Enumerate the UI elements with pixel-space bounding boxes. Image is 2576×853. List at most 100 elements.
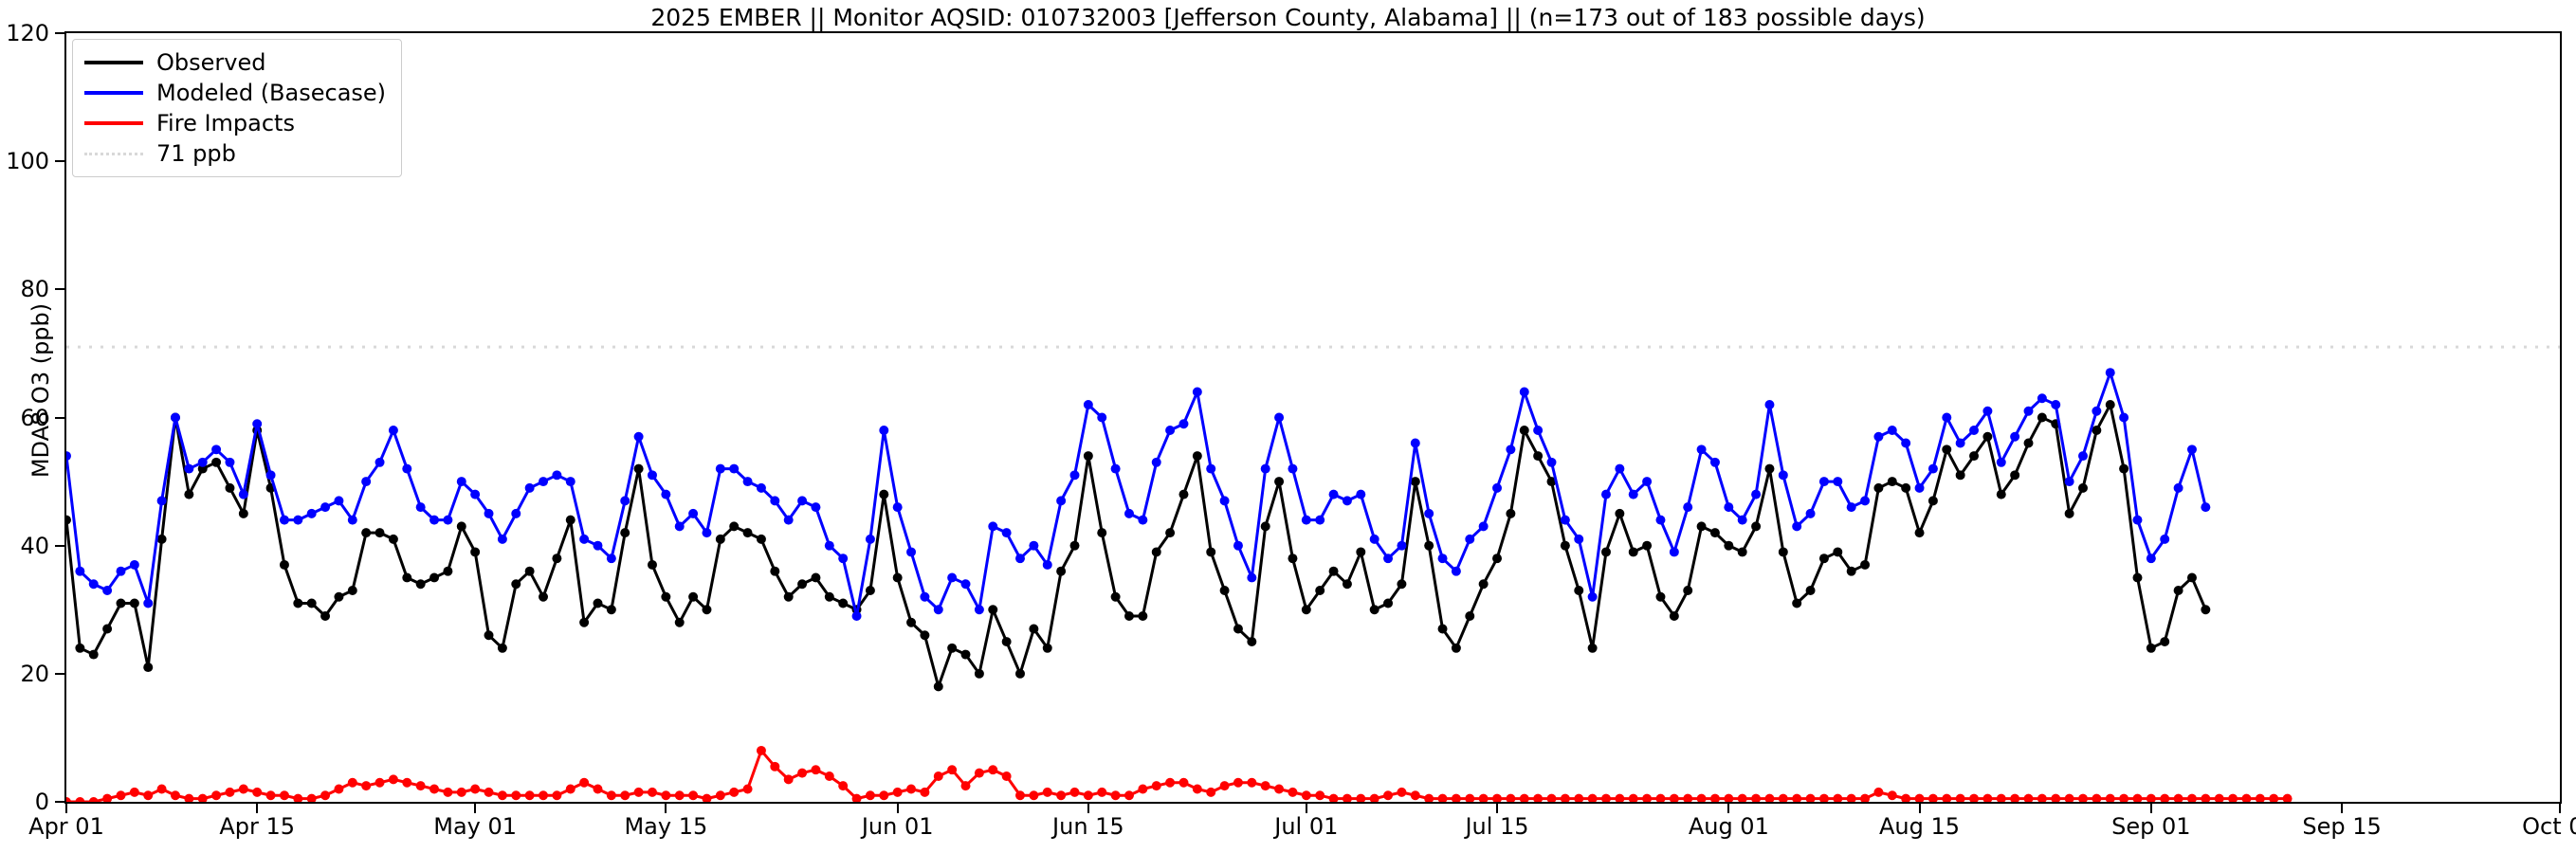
x-tick-mark [896, 804, 899, 813]
data-point [1437, 624, 1448, 634]
data-point [865, 534, 875, 544]
x-tick-mark [2559, 804, 2561, 813]
data-point [633, 787, 644, 797]
data-point [170, 790, 180, 801]
x-tick-label: Sep 15 [2302, 813, 2382, 840]
y-tick-label: 60 [20, 404, 49, 431]
data-point [2241, 793, 2252, 802]
data-point [593, 540, 603, 551]
y-tick-mark [55, 160, 64, 163]
legend-item[interactable]: Fire Impacts [84, 108, 386, 138]
data-point [484, 630, 494, 641]
data-point [920, 787, 930, 797]
data-point [75, 566, 85, 576]
data-point [238, 489, 248, 499]
data-point [2105, 793, 2115, 802]
data-point [1696, 793, 1707, 802]
data-point [661, 489, 671, 499]
data-point [2119, 793, 2129, 802]
data-point [265, 790, 276, 801]
data-point [1042, 559, 1052, 570]
data-point [2146, 554, 2156, 564]
data-point [334, 591, 344, 602]
data-point [920, 630, 930, 641]
data-point [184, 463, 194, 474]
data-point [539, 477, 549, 487]
data-point [593, 784, 603, 794]
data-point [1683, 586, 1693, 595]
data-point [742, 477, 753, 487]
data-point [1015, 554, 1026, 564]
data-point [1083, 790, 1093, 801]
data-point [838, 554, 849, 564]
data-point [1574, 586, 1584, 595]
data-point [1546, 477, 1557, 487]
data-point [1260, 781, 1270, 791]
data-point [674, 617, 685, 627]
data-point [1942, 793, 1952, 802]
data-point [865, 586, 875, 595]
data-point [797, 579, 808, 590]
legend-item[interactable]: Modeled (Basecase) [84, 78, 386, 108]
data-point [443, 787, 453, 797]
data-point [334, 784, 344, 794]
data-point [1165, 777, 1176, 788]
data-point [1873, 787, 1884, 797]
data-point [66, 797, 71, 802]
data-point [933, 771, 943, 781]
data-point [920, 591, 930, 602]
data-point [361, 528, 372, 538]
data-point [2132, 515, 2143, 525]
data-point [960, 579, 971, 590]
x-tick-label: Apr 01 [28, 813, 104, 840]
y-tick-mark [55, 32, 64, 34]
data-point [1260, 463, 1270, 474]
data-point [1151, 457, 1161, 467]
data-point [688, 508, 699, 518]
data-point [1124, 611, 1134, 621]
legend-item[interactable]: Observed [84, 47, 386, 78]
data-point [1982, 431, 1993, 442]
data-point [633, 463, 644, 474]
legend-line-sample [84, 91, 143, 95]
data-point [811, 502, 821, 513]
data-point [1342, 496, 1352, 506]
data-point [511, 790, 521, 801]
x-tick-mark [2149, 804, 2152, 813]
x-tick-mark [1727, 804, 1730, 813]
data-point [756, 534, 766, 544]
data-point [1737, 515, 1747, 525]
data-point [306, 793, 317, 802]
data-point [2023, 438, 2034, 448]
legend-item[interactable]: 71 ppb [84, 138, 386, 169]
data-point [320, 611, 331, 621]
data-point [1451, 566, 1461, 576]
data-point [2132, 793, 2143, 802]
y-tick-label: 0 [34, 789, 49, 815]
data-point [279, 559, 289, 570]
data-point [429, 572, 440, 583]
data-point [1533, 426, 1544, 435]
data-point [1560, 515, 1570, 525]
data-point [960, 781, 971, 791]
data-point [88, 797, 99, 802]
data-point [1478, 579, 1489, 590]
data-point [1465, 534, 1475, 544]
data-point [1846, 502, 1856, 513]
data-point [1873, 431, 1884, 442]
data-point [892, 787, 903, 797]
data-point [1955, 470, 1965, 481]
data-point [1342, 793, 1352, 802]
data-point [674, 521, 685, 532]
data-point [1724, 502, 1734, 513]
data-point [1138, 784, 1148, 794]
data-point [1124, 508, 1134, 518]
data-point [524, 482, 535, 493]
data-point [988, 605, 998, 615]
data-point [851, 793, 862, 802]
data-point [742, 784, 753, 794]
data-point [102, 586, 113, 595]
data-point [988, 521, 998, 532]
data-point [824, 771, 834, 781]
data-point [1097, 528, 1107, 538]
